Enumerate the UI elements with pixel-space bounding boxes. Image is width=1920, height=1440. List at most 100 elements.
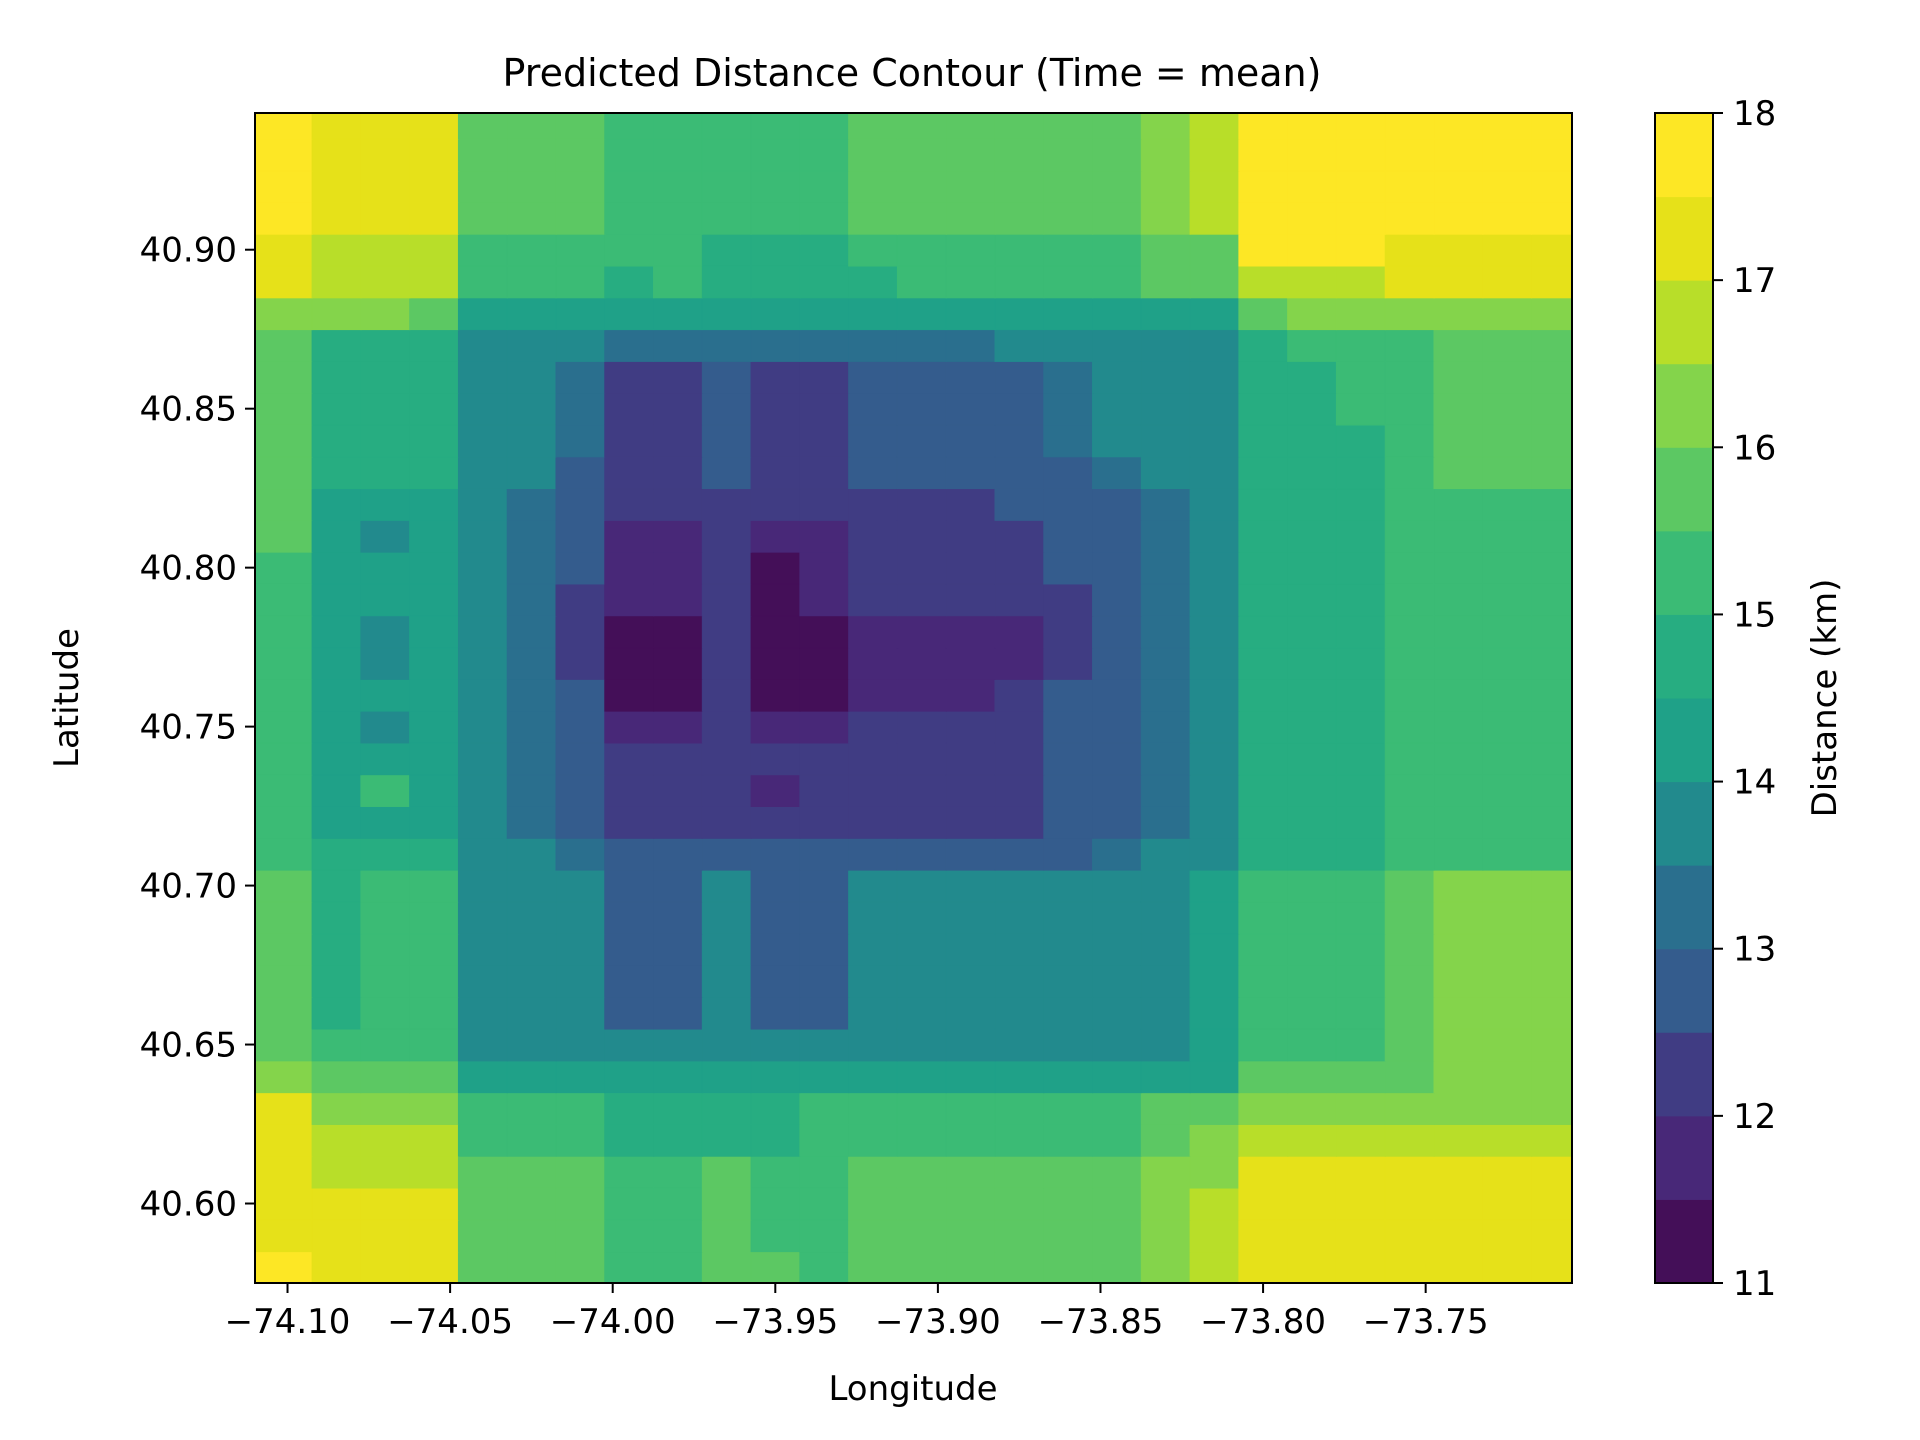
- heatmap-cell: [799, 1060, 850, 1094]
- heatmap-cell: [1335, 519, 1386, 553]
- heatmap-cell: [1335, 112, 1386, 140]
- heatmap-cell: [1433, 996, 1484, 1030]
- heatmap-cell: [1189, 1250, 1240, 1284]
- heatmap-cell: [555, 424, 606, 458]
- heatmap-cell: [254, 964, 313, 998]
- heatmap-cell: [896, 805, 947, 839]
- heatmap-cell: [409, 805, 460, 839]
- heatmap-cell: [311, 328, 362, 362]
- heatmap-cell: [1189, 519, 1240, 553]
- heatmap-cell: [604, 551, 655, 585]
- heatmap-cell: [896, 964, 947, 998]
- heatmap-cell: [1335, 1123, 1386, 1157]
- heatmap-cell: [457, 901, 508, 935]
- heatmap-cell: [1482, 1060, 1533, 1094]
- heatmap-cell: [896, 392, 947, 426]
- heatmap-cell: [1482, 1123, 1533, 1157]
- heatmap-cell: [701, 1155, 752, 1189]
- heatmap-cell: [750, 932, 801, 966]
- heatmap-cell: [254, 1219, 313, 1253]
- heatmap-cell: [653, 710, 704, 744]
- heatmap-cell: [1043, 805, 1094, 839]
- heatmap-cell: [945, 265, 996, 299]
- heatmap-cell: [457, 112, 508, 140]
- heatmap-cell: [1092, 138, 1143, 172]
- heatmap-cell: [360, 869, 411, 903]
- heatmap-cell: [994, 233, 1045, 267]
- heatmap-cell: [254, 1091, 313, 1125]
- heatmap-cell: [945, 360, 996, 394]
- heatmap-cell: [1140, 1219, 1191, 1253]
- heatmap-cell: [254, 112, 313, 140]
- heatmap-cell: [555, 742, 606, 776]
- heatmap-cell: [555, 1028, 606, 1062]
- heatmap-cell: [457, 932, 508, 966]
- heatmap-cell: [360, 678, 411, 712]
- heatmap-cell: [1043, 964, 1094, 998]
- heatmap-cell: [1140, 646, 1191, 680]
- heatmap-cell: [701, 869, 752, 903]
- heatmap-cell: [1531, 265, 1573, 299]
- heatmap-cell: [994, 615, 1045, 649]
- heatmap-cell: [994, 773, 1045, 807]
- heatmap-cell: [254, 710, 313, 744]
- heatmap-cell: [1238, 1060, 1289, 1094]
- heatmap-cell: [1287, 678, 1338, 712]
- heatmap-cell: [945, 1155, 996, 1189]
- heatmap-cell: [254, 519, 313, 553]
- heatmap-cell: [1384, 1155, 1435, 1189]
- heatmap-cell: [1189, 297, 1240, 331]
- heatmap-cell: [254, 1250, 313, 1284]
- heatmap-cell: [1335, 138, 1386, 172]
- heatmap-cell: [1043, 742, 1094, 776]
- heatmap-cell: [653, 964, 704, 998]
- heatmap-cell: [1043, 551, 1094, 585]
- heatmap-cell: [555, 138, 606, 172]
- heatmap-cell: [1384, 297, 1435, 331]
- heatmap-cell: [701, 169, 752, 203]
- heatmap-cell: [1531, 742, 1573, 776]
- heatmap-cell: [1482, 869, 1533, 903]
- heatmap-cell: [311, 805, 362, 839]
- heatmap-cell: [994, 1219, 1045, 1253]
- heatmap-cell: [1531, 932, 1573, 966]
- heatmap-cell: [1433, 424, 1484, 458]
- heatmap-cell: [701, 392, 752, 426]
- heatmap-cell: [896, 646, 947, 680]
- heatmap-cell: [896, 265, 947, 299]
- heatmap-cell: [994, 297, 1045, 331]
- heatmap-cell: [1043, 360, 1094, 394]
- heatmap-cell: [409, 360, 460, 394]
- heatmap-cell: [604, 932, 655, 966]
- heatmap-cell: [701, 615, 752, 649]
- heatmap-cell: [1384, 837, 1435, 871]
- heatmap-cell: [1384, 551, 1435, 585]
- heatmap-cell: [604, 710, 655, 744]
- heatmap-cell: [1384, 169, 1435, 203]
- heatmap-cell: [604, 615, 655, 649]
- heatmap-cell: [409, 869, 460, 903]
- heatmap-cell: [1092, 519, 1143, 553]
- heatmap-cell: [1384, 742, 1435, 776]
- heatmap-cell: [945, 1219, 996, 1253]
- heatmap-cell: [555, 1123, 606, 1157]
- heatmap-cell: [653, 456, 704, 490]
- heatmap-cell: [701, 996, 752, 1030]
- heatmap-cell: [653, 297, 704, 331]
- heatmap-cell: [1335, 678, 1386, 712]
- heatmap-cell: [1238, 265, 1289, 299]
- heatmap-cell: [1433, 487, 1484, 521]
- heatmap-cell: [1482, 265, 1533, 299]
- heatmap-cell: [311, 1060, 362, 1094]
- heatmap-cell: [604, 805, 655, 839]
- heatmap-cell: [604, 169, 655, 203]
- heatmap-cell: [1531, 1028, 1573, 1062]
- heatmap-cell: [457, 138, 508, 172]
- heatmap-cell: [1433, 964, 1484, 998]
- heatmap-cell: [1092, 646, 1143, 680]
- heatmap-cell: [604, 1250, 655, 1284]
- heatmap-cell: [457, 805, 508, 839]
- heatmap-cell: [896, 678, 947, 712]
- heatmap-cell: [653, 583, 704, 617]
- heatmap-cell: [1433, 169, 1484, 203]
